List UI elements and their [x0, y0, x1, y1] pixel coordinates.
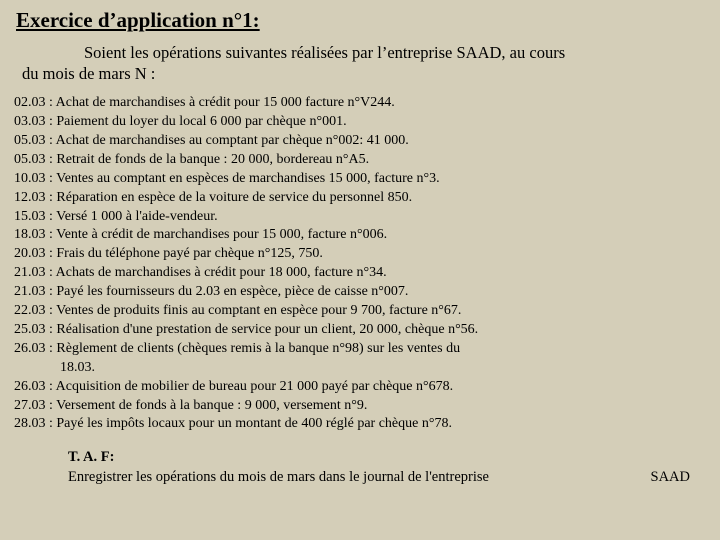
op-row: 03.03 : Paiement du loyer du local 6 000… — [14, 113, 706, 132]
taf-right: SAAD — [651, 468, 690, 488]
op-date: 15.03 — [14, 209, 46, 224]
op-row: 25.03 : Réalisation d'une prestation de … — [14, 321, 706, 340]
op-date: 20.03 — [14, 246, 46, 261]
op-row: 27.03 : Versement de fonds à la banque :… — [14, 397, 706, 416]
op-text: Réparation en espèce de la voiture de se… — [56, 190, 412, 205]
op-row: 02.03 : Achat de marchandises à crédit p… — [14, 94, 706, 113]
taf-label: T. A. F: — [68, 449, 114, 465]
taf-text: Enregistrer les opérations du mois de ma… — [68, 469, 489, 485]
op-date: 02.03 — [14, 95, 46, 110]
intro-line-1: Soient les opérations suivantes réalisée… — [84, 43, 565, 62]
intro-paragraph: Soient les opérations suivantes réalisée… — [22, 43, 698, 84]
op-row: 10.03 : Ventes au comptant en espèces de… — [14, 170, 706, 189]
op-text: Payé les impôts locaux pour un montant d… — [56, 416, 452, 431]
op-date: 10.03 — [14, 171, 46, 186]
op-date: 25.03 — [14, 322, 46, 337]
op-continuation: 18.03. — [14, 359, 706, 378]
op-row: 22.03 : Ventes de produits finis au comp… — [14, 302, 706, 321]
op-date: 22.03 — [14, 303, 46, 318]
taf-block: T. A. F: Enregistrer les opérations du m… — [68, 448, 706, 487]
op-date: 28.03 — [14, 416, 46, 431]
op-text: Ventes au comptant en espèces de marchan… — [56, 171, 439, 186]
exercise-title: Exercice d’application n°1: — [16, 8, 706, 33]
op-row: 28.03 : Payé les impôts locaux pour un m… — [14, 415, 706, 434]
op-row: 05.03 : Retrait de fonds de la banque : … — [14, 151, 706, 170]
op-row: 20.03 : Frais du téléphone payé par chèq… — [14, 245, 706, 264]
op-date: 21.03 — [14, 284, 46, 299]
op-text: Achat de marchandises à crédit pour 15 0… — [56, 95, 395, 110]
op-text: Frais du téléphone payé par chèque n°125… — [56, 246, 322, 261]
op-text: Règlement de clients (chèques remis à la… — [56, 341, 460, 356]
op-row: 26.03 : Règlement de clients (chèques re… — [14, 340, 706, 359]
operations-list: 02.03 : Achat de marchandises à crédit p… — [14, 94, 706, 434]
op-row: 05.03 : Achat de marchandises au comptan… — [14, 132, 706, 151]
page: Exercice d’application n°1: Soient les o… — [0, 0, 720, 497]
op-date: 03.03 — [14, 114, 46, 129]
op-date: 18.03 — [14, 227, 46, 242]
op-date: 27.03 — [14, 398, 46, 413]
op-text: Réalisation d'une prestation de service … — [56, 322, 478, 337]
op-text: Acquisition de mobilier de bureau pour 2… — [56, 379, 454, 394]
op-date: 05.03 — [14, 133, 46, 148]
intro-line-2: du mois de mars N : — [22, 64, 155, 83]
op-text: Versement de fonds à la banque : 9 000, … — [56, 398, 367, 413]
op-text: Retrait de fonds de la banque : 20 000, … — [56, 152, 369, 167]
op-text: Ventes de produits finis au comptant en … — [56, 303, 461, 318]
op-text: Achat de marchandises au comptant par ch… — [56, 133, 409, 148]
op-date: 26.03 — [14, 341, 46, 356]
op-text: Payé les fournisseurs du 2.03 en espèce,… — [56, 284, 408, 299]
op-row: 21.03 : Payé les fournisseurs du 2.03 en… — [14, 283, 706, 302]
op-row: 18.03 : Vente à crédit de marchandises p… — [14, 226, 706, 245]
op-text: Versé 1 000 à l'aide-vendeur. — [56, 209, 218, 224]
op-row: 12.03 : Réparation en espèce de la voitu… — [14, 189, 706, 208]
op-row: 15.03 : Versé 1 000 à l'aide-vendeur. — [14, 208, 706, 227]
op-date: 05.03 — [14, 152, 46, 167]
op-date: 12.03 — [14, 190, 46, 205]
op-date: 26.03 — [14, 379, 46, 394]
op-date: 21.03 — [14, 265, 46, 280]
op-text: Achats de marchandises à crédit pour 18 … — [56, 265, 387, 280]
op-text: Vente à crédit de marchandises pour 15 0… — [56, 227, 387, 242]
op-row: 26.03 : Acquisition de mobilier de burea… — [14, 378, 706, 397]
op-row: 21.03 : Achats de marchandises à crédit … — [14, 264, 706, 283]
op-text: Paiement du loyer du local 6 000 par chè… — [56, 114, 346, 129]
